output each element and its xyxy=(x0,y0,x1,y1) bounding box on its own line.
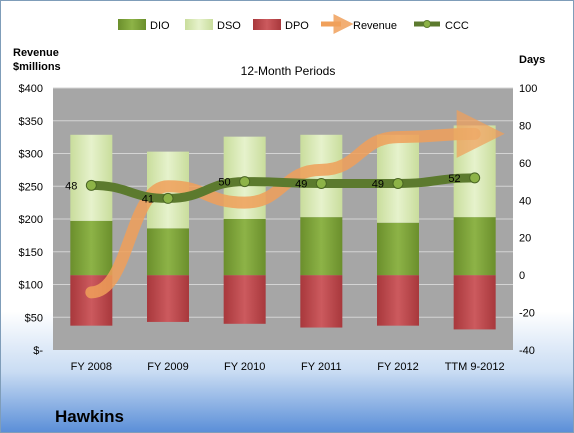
bar-dio xyxy=(70,220,113,276)
bar-dpo xyxy=(147,275,189,322)
y-right-title: Days xyxy=(519,54,545,66)
legend-swatch-dso xyxy=(185,19,213,30)
y-left-tick-label: $400 xyxy=(19,83,43,95)
ccc-data-label: 52 xyxy=(448,173,460,185)
ccc-data-label: 50 xyxy=(218,177,230,189)
x-tick-label: FY 2009 xyxy=(147,361,188,373)
legend-item-dpo: DPO xyxy=(253,19,309,32)
bar-dio xyxy=(147,228,189,276)
x-ticks: FY 2008 FY 2009 FY 2010 FY 2011 FY 2012 TTM 9… xyxy=(71,361,505,373)
y-left-tick-label: $200 xyxy=(19,214,43,226)
y-right-tick-label: 0 xyxy=(519,270,525,282)
y-left-title-line2: $millions xyxy=(13,61,61,73)
bar-dpo xyxy=(453,275,496,330)
y-left-tick-label: $100 xyxy=(19,280,43,292)
company-name: Hawkins xyxy=(55,407,124,426)
y-left-tick-label: $250 xyxy=(19,181,43,193)
y-left-title-line1: Revenue xyxy=(13,47,59,59)
ccc-line xyxy=(86,173,480,203)
y-right-tick-label: -20 xyxy=(519,308,535,320)
ccc-data-label: 49 xyxy=(295,178,307,190)
legend-label-dpo: DPO xyxy=(285,20,309,32)
legend-item-revenue: Revenue xyxy=(321,14,397,34)
legend-swatch-dio xyxy=(118,19,146,30)
y-left-tick-label: $50 xyxy=(25,312,43,324)
revenue-line xyxy=(85,109,505,299)
gridlines xyxy=(53,87,513,318)
x-tick-label: FY 2012 xyxy=(377,361,418,373)
x-tick-label: FY 2010 xyxy=(224,361,265,373)
y-right-tick-label: 100 xyxy=(519,83,537,95)
ccc-point xyxy=(392,177,404,189)
x-tick-label: FY 2011 xyxy=(301,361,342,373)
y-left-tick-label: $300 xyxy=(19,149,43,161)
bar-dio xyxy=(300,217,343,276)
ccc-data-label: 41 xyxy=(142,193,154,205)
ccc-point xyxy=(469,172,481,184)
legend-item-dso: DSO xyxy=(185,19,241,32)
ccc-data-label: 48 xyxy=(65,180,77,192)
legend: DIO DSO DPO Revenue CCC xyxy=(118,14,469,34)
legend-label-dio: DIO xyxy=(150,20,170,32)
y-right-tick-label: 40 xyxy=(519,195,531,207)
chart-title: 12-Month Periods xyxy=(241,64,336,78)
revenue-series xyxy=(85,109,505,299)
y-right-ticks: -40 -20 0 20 40 60 80 100 xyxy=(519,83,537,357)
legend-item-dio: DIO xyxy=(118,19,170,32)
ccc-series: 48 41 50 49 49 52 xyxy=(65,172,481,205)
ccc-point xyxy=(239,176,251,188)
legend-label-revenue: Revenue xyxy=(353,20,397,32)
bar-dpo xyxy=(300,275,343,328)
x-tick-label: TTM 9-2012 xyxy=(445,361,505,373)
legend-swatch-dpo xyxy=(253,19,281,30)
ccc-point xyxy=(162,192,174,204)
bar-dpo xyxy=(223,275,266,324)
y-left-tick-label: $350 xyxy=(19,116,43,128)
y-right-tick-label: 80 xyxy=(519,120,531,132)
y-left-tick-label: $150 xyxy=(19,247,43,259)
ccc-data-label: 49 xyxy=(372,178,384,190)
y-left-ticks: $- $50 $100 $150 $200 $250 $300 $350 $400 xyxy=(19,83,44,357)
legend-marker-ccc xyxy=(423,20,431,28)
bar-dpo xyxy=(377,275,419,326)
bar-dso xyxy=(70,134,113,221)
bar-dio xyxy=(453,217,496,276)
bar-dio xyxy=(223,219,266,276)
y-right-tick-label: -40 xyxy=(519,345,535,357)
y-right-tick-label: 20 xyxy=(519,233,531,245)
y-right-tick-label: 60 xyxy=(519,158,531,170)
legend-label-ccc: CCC xyxy=(445,20,469,32)
legend-item-ccc: CCC xyxy=(414,20,469,32)
ccc-point xyxy=(315,177,327,189)
x-tick-label: FY 2008 xyxy=(71,361,112,373)
y-left-tick-label: $- xyxy=(33,345,43,357)
bar-dio xyxy=(377,222,419,276)
ccc-point xyxy=(85,179,97,191)
legend-label-dso: DSO xyxy=(217,20,241,32)
